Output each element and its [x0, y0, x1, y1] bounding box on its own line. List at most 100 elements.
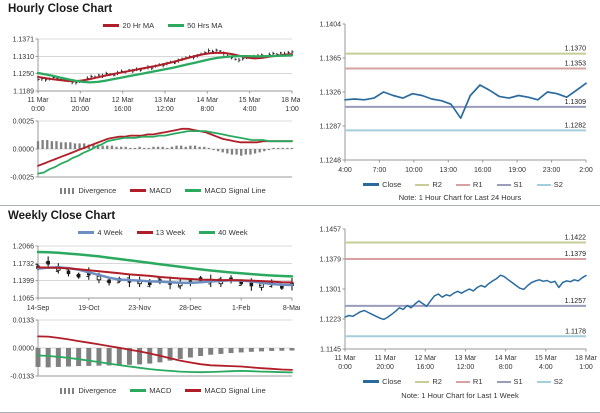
legend-label: S1: [513, 377, 523, 386]
svg-text:10:00: 10:00: [405, 167, 423, 174]
hourly-macd-legend: Divergence MACD MACD Signal Line: [30, 186, 296, 195]
hourly-ma-legend: 20 Hr MA 50 Hrs MA: [30, 21, 296, 30]
svg-text:20:00: 20:00: [376, 364, 394, 371]
legend-label: S2: [553, 180, 563, 189]
hourly-close-chart-block: Hourly Close Chart 20 Hr MA 50 Hrs MA 1.…: [0, 0, 300, 205]
svg-text:0.0000: 0.0000: [13, 346, 35, 353]
svg-text:16:00: 16:00: [114, 106, 132, 113]
svg-text:1.1371: 1.1371: [13, 37, 35, 44]
legend-label: 20 Hr MA: [122, 21, 155, 30]
legend-item-13week: 13 Week: [136, 228, 186, 237]
svg-text:1-Feb: 1-Feb: [232, 305, 250, 312]
svg-text:13 Mar: 13 Mar: [455, 355, 477, 362]
svg-text:1.1065: 1.1065: [13, 296, 35, 303]
svg-text:-0.0133: -0.0133: [10, 374, 34, 381]
legend-label: Close: [382, 180, 402, 189]
svg-text:-0.0025: -0.0025: [10, 175, 34, 182]
divergence-bars-swatch: [60, 187, 76, 194]
svg-text:1.1282: 1.1282: [565, 122, 587, 129]
svg-text:8:00: 8:00: [201, 106, 215, 113]
legend-label: MACD Signal Line: [204, 386, 266, 395]
macd-signal-line-swatch: [185, 189, 202, 192]
svg-text:0.0025: 0.0025: [13, 119, 35, 126]
svg-text:11 Mar: 11 Mar: [334, 355, 356, 362]
svg-text:11 Mar: 11 Mar: [27, 97, 49, 104]
svg-text:1.2066: 1.2066: [13, 244, 35, 251]
legend-label: R1: [472, 180, 483, 189]
svg-text:1.1399: 1.1399: [13, 278, 35, 285]
weekly-chart-title: Weekly Close Chart: [8, 210, 116, 222]
legend-label: S2: [553, 377, 563, 386]
close-line-swatch: [363, 380, 380, 383]
svg-text:12 Mar: 12 Mar: [112, 97, 134, 104]
macd-line-swatch: [130, 189, 147, 192]
svg-text:1.1223: 1.1223: [320, 317, 342, 324]
s1-line-swatch: [496, 183, 511, 186]
weekly-close-chart-block: Weekly Close Chart 4 Week 13 Week 40 Wee…: [0, 207, 300, 412]
svg-text:1.1145: 1.1145: [320, 347, 341, 354]
svg-text:1:00: 1:00: [579, 364, 593, 371]
legend-item-divergence: Divergence: [60, 386, 116, 395]
close-line-swatch: [363, 183, 380, 186]
legend-label: MACD: [149, 186, 172, 195]
weekly-levels-block: 1.1457 1.1379 1.1301 1.1223 1.1145 1.1422 1.13…: [300, 207, 600, 412]
legend-item-s1: S1: [496, 180, 523, 189]
svg-text:18 Mar: 18 Mar: [281, 97, 300, 104]
svg-text:1.1326: 1.1326: [320, 90, 342, 97]
svg-text:1.1287: 1.1287: [320, 124, 342, 131]
legend-label: 13 Week: [155, 228, 186, 237]
svg-text:4:00: 4:00: [539, 364, 553, 371]
20hr-ma-line-swatch: [103, 24, 120, 27]
weekly-levels-legend: Close R2 R1 S1 S2: [330, 377, 596, 386]
hourly-section: Hourly Close Chart 20 Hr MA 50 Hrs MA 1.…: [0, 0, 600, 206]
r1-line-swatch: [455, 380, 470, 383]
svg-text:13:00: 13:00: [440, 167, 458, 174]
s2-line-swatch: [536, 380, 551, 383]
svg-text:8-Mar: 8-Mar: [283, 305, 300, 312]
legend-label: R1: [472, 377, 483, 386]
legend-item-macd: MACD: [130, 186, 171, 195]
macd-signal-line-swatch: [185, 389, 202, 392]
legend-label: MACD Signal Line: [204, 186, 266, 195]
r1-line-swatch: [455, 183, 470, 186]
svg-text:0.0133: 0.0133: [13, 318, 35, 325]
r2-line-swatch: [415, 183, 430, 186]
4week-ma-line-swatch: [78, 231, 95, 234]
svg-text:1.1422: 1.1422: [565, 234, 587, 241]
s2-line-swatch: [536, 183, 551, 186]
legend-item-close: Close: [363, 180, 401, 189]
svg-text:2:00: 2:00: [579, 167, 593, 174]
legend-label: Divergence: [78, 386, 117, 395]
svg-text:4:00: 4:00: [243, 106, 257, 113]
divergence-bars-swatch: [60, 387, 76, 394]
legend-label: R2: [432, 377, 442, 386]
svg-text:1.1365: 1.1365: [320, 56, 342, 63]
svg-text:15 Mar: 15 Mar: [535, 355, 557, 362]
svg-text:23:00: 23:00: [543, 167, 561, 174]
legend-item-4week: 4 Week: [78, 228, 123, 237]
legend-label: 50 Hrs MA: [187, 21, 223, 30]
svg-text:13 Mar: 13 Mar: [154, 97, 176, 104]
legend-label: 40 Week: [218, 228, 248, 237]
svg-text:0.0000: 0.0000: [13, 147, 35, 154]
legend-label: R2: [432, 180, 442, 189]
svg-text:1.1189: 1.1189: [13, 89, 34, 96]
hourly-levels-chart: 1.1404 1.1365 1.1326 1.1287 1.1248 1.1370 1.13…: [320, 22, 593, 175]
svg-text:11 Mar: 11 Mar: [375, 355, 397, 362]
svg-text:11 Mar: 11 Mar: [70, 97, 92, 104]
svg-text:1.1250: 1.1250: [13, 71, 35, 78]
svg-text:16:00: 16:00: [417, 364, 435, 371]
50hr-ma-line-swatch: [168, 24, 185, 27]
svg-text:1.1309: 1.1309: [565, 99, 587, 106]
svg-text:1.1379: 1.1379: [565, 251, 587, 258]
svg-text:14 Mar: 14 Mar: [495, 355, 517, 362]
legend-label: MACD: [149, 386, 172, 395]
hourly-levels-legend: Close R2 R1 S1 S2: [330, 180, 596, 189]
legend-item-s2: S2: [536, 377, 563, 386]
svg-text:15 Mar: 15 Mar: [239, 97, 261, 104]
svg-text:1.1257: 1.1257: [565, 298, 587, 305]
svg-text:12:00: 12:00: [156, 106, 174, 113]
svg-text:16:00: 16:00: [474, 167, 492, 174]
s1-line-swatch: [496, 380, 511, 383]
